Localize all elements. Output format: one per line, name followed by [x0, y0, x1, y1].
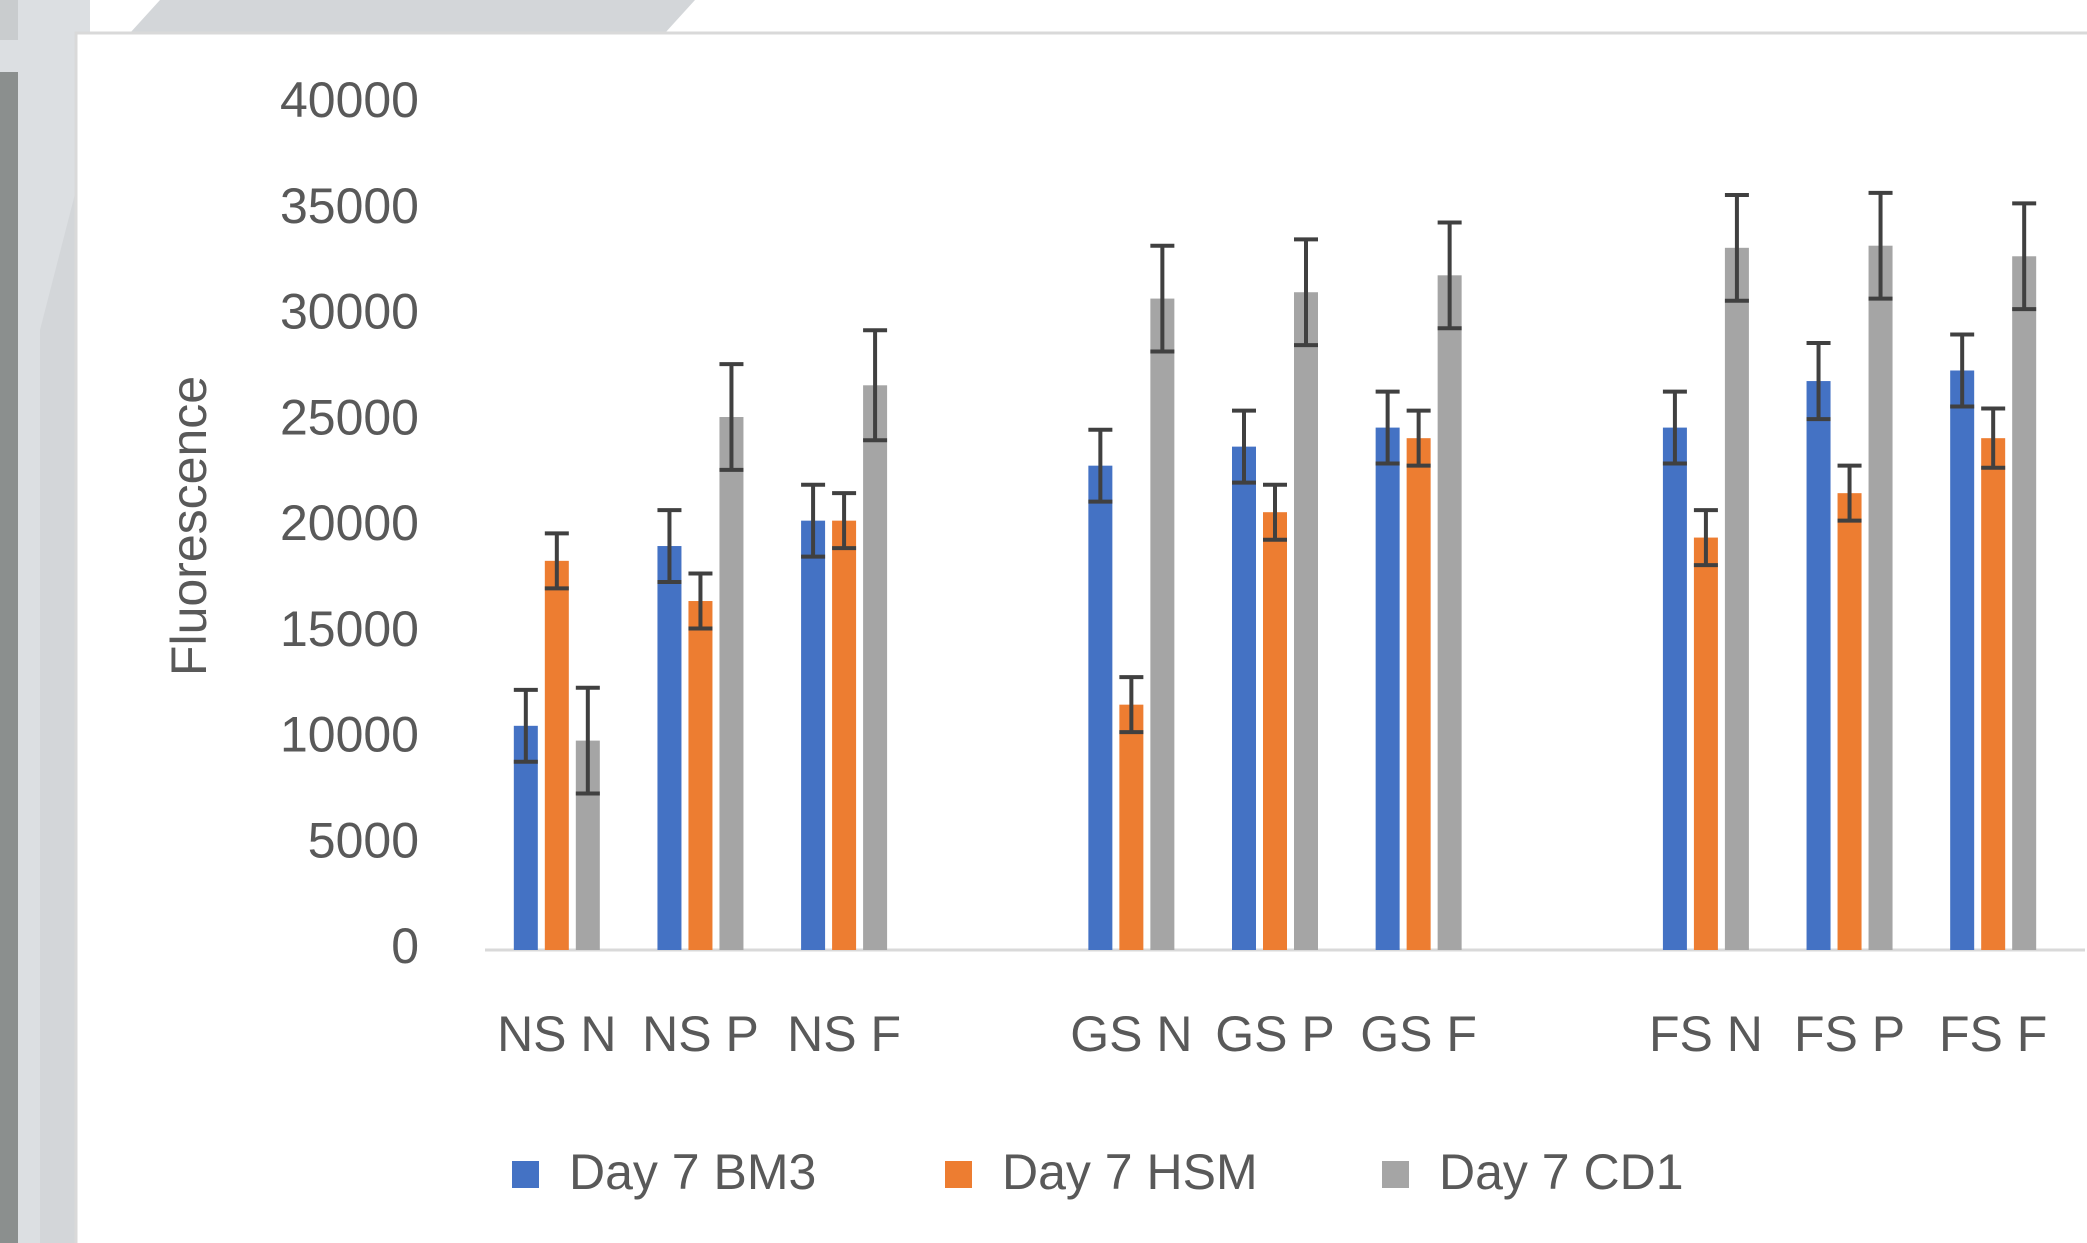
bar	[1807, 381, 1831, 950]
bar	[1407, 438, 1431, 950]
y-tick-label: 35000	[280, 178, 419, 234]
bar	[1663, 428, 1687, 950]
bar	[863, 385, 887, 950]
bar	[1694, 538, 1718, 950]
legend-swatch	[945, 1161, 972, 1188]
bar	[801, 521, 825, 950]
bar	[1438, 275, 1462, 950]
bar	[832, 521, 856, 950]
bar	[1950, 370, 1974, 950]
legend-swatch	[1382, 1161, 1409, 1188]
x-tick-label: NS P	[642, 1006, 759, 1062]
legend-label: Day 7 CD1	[1439, 1144, 1684, 1200]
bar	[1838, 493, 1862, 950]
y-tick-label: 5000	[308, 812, 419, 868]
x-tick-label: GS N	[1070, 1006, 1192, 1062]
legend-label: Day 7 HSM	[1002, 1144, 1258, 1200]
bar	[1150, 299, 1174, 950]
y-tick-label: 40000	[280, 72, 419, 128]
y-tick-label: 10000	[280, 707, 419, 763]
image-strip	[0, 0, 18, 40]
y-tick-label: 20000	[280, 495, 419, 551]
bar	[1088, 466, 1112, 950]
y-tick-label: 0	[391, 918, 419, 974]
legend-swatch	[512, 1161, 539, 1188]
page: {"chart_data": {"type": "bar", "y_label"…	[0, 0, 2087, 1243]
x-tick-label: NS F	[787, 1006, 901, 1062]
bar	[1263, 512, 1287, 950]
bar	[1119, 705, 1143, 950]
bar	[1294, 292, 1318, 950]
bar	[1869, 246, 1893, 950]
bar	[1725, 248, 1749, 950]
y-tick-label: 15000	[280, 601, 419, 657]
x-tick-label: FS F	[1939, 1006, 2047, 1062]
bar	[688, 601, 712, 950]
y-axis-title: Fluorescence	[161, 376, 217, 676]
image-strip	[0, 72, 18, 1243]
x-tick-label: NS N	[497, 1006, 616, 1062]
y-tick-label: 30000	[280, 284, 419, 340]
bar	[545, 561, 569, 950]
bar	[2012, 256, 2036, 950]
x-tick-label: GS F	[1360, 1006, 1477, 1062]
x-tick-label: GS P	[1215, 1006, 1334, 1062]
bar	[657, 546, 681, 950]
chart: Fluorescence 0 5000 10000 15000 20000 25000 30…	[0, 0, 2087, 1243]
x-tick-label: FS P	[1794, 1006, 1905, 1062]
decor-band	[130, 0, 695, 33]
bar	[1376, 428, 1400, 950]
decor-band	[40, 190, 76, 1243]
y-tick-label: 25000	[280, 389, 419, 445]
bar	[719, 417, 743, 950]
bar	[1981, 438, 2005, 950]
x-tick-label: FS N	[1649, 1006, 1763, 1062]
legend-label: Day 7 BM3	[569, 1144, 816, 1200]
bar	[1232, 447, 1256, 950]
